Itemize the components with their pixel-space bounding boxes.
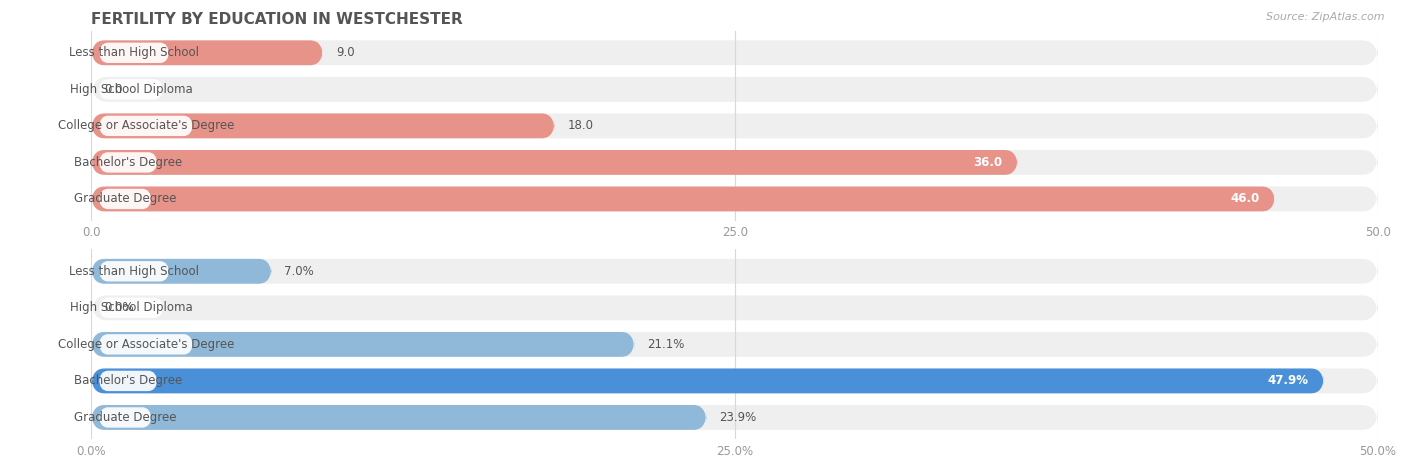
FancyBboxPatch shape [98,334,193,354]
Text: Less than High School: Less than High School [69,265,200,278]
FancyBboxPatch shape [91,187,1378,211]
Text: Bachelor's Degree: Bachelor's Degree [75,374,183,388]
FancyBboxPatch shape [91,369,1378,393]
FancyBboxPatch shape [98,116,193,136]
FancyBboxPatch shape [91,405,706,430]
FancyBboxPatch shape [98,407,152,428]
Text: 23.9%: 23.9% [720,411,756,424]
FancyBboxPatch shape [91,187,1275,211]
FancyBboxPatch shape [91,405,1378,430]
Text: 0.0: 0.0 [104,83,122,96]
Text: 9.0: 9.0 [336,46,354,59]
Text: 47.9%: 47.9% [1267,374,1309,388]
Text: High School Diploma: High School Diploma [70,301,193,314]
FancyBboxPatch shape [98,298,163,318]
Text: FERTILITY BY EDUCATION IN WESTCHESTER: FERTILITY BY EDUCATION IN WESTCHESTER [91,12,463,27]
FancyBboxPatch shape [91,114,554,138]
Text: 7.0%: 7.0% [284,265,314,278]
Text: Bachelor's Degree: Bachelor's Degree [75,156,183,169]
FancyBboxPatch shape [91,259,271,284]
FancyBboxPatch shape [91,114,1378,138]
Text: 36.0: 36.0 [973,156,1002,169]
FancyBboxPatch shape [98,370,157,391]
Text: Less than High School: Less than High School [69,46,200,59]
FancyBboxPatch shape [91,40,323,65]
FancyBboxPatch shape [91,150,1378,175]
Text: 0.0%: 0.0% [104,301,134,314]
FancyBboxPatch shape [91,332,634,357]
Text: 46.0: 46.0 [1230,192,1260,206]
Text: High School Diploma: High School Diploma [70,83,193,96]
FancyBboxPatch shape [91,77,1378,102]
FancyBboxPatch shape [91,295,1378,320]
Text: 18.0: 18.0 [568,119,593,133]
Text: College or Associate's Degree: College or Associate's Degree [58,119,233,133]
FancyBboxPatch shape [98,152,157,172]
FancyBboxPatch shape [98,189,152,209]
Text: Graduate Degree: Graduate Degree [75,192,176,206]
FancyBboxPatch shape [91,332,1378,357]
FancyBboxPatch shape [91,369,1324,393]
FancyBboxPatch shape [91,150,1018,175]
FancyBboxPatch shape [98,43,169,63]
Text: 21.1%: 21.1% [647,338,685,351]
FancyBboxPatch shape [98,79,163,100]
Text: Source: ZipAtlas.com: Source: ZipAtlas.com [1267,12,1385,22]
FancyBboxPatch shape [91,259,1378,284]
FancyBboxPatch shape [91,40,1378,65]
FancyBboxPatch shape [98,261,169,282]
Text: Graduate Degree: Graduate Degree [75,411,176,424]
Text: College or Associate's Degree: College or Associate's Degree [58,338,233,351]
